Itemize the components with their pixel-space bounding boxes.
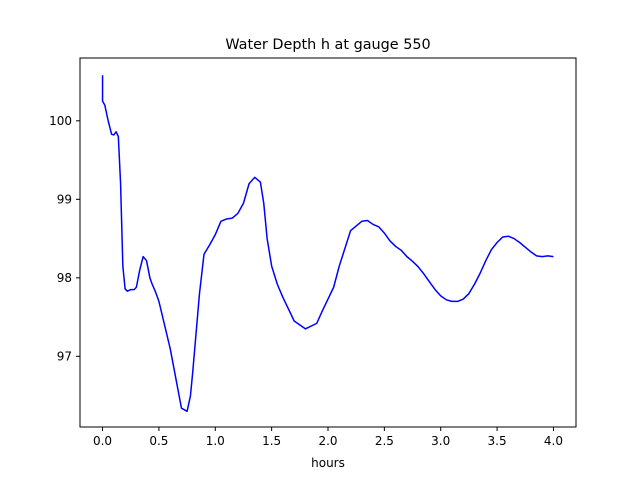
y-tick-label: 97 bbox=[57, 349, 72, 363]
chart-title: Water Depth h at gauge 550 bbox=[225, 37, 430, 53]
x-axis-label: hours bbox=[311, 456, 345, 470]
series-layer bbox=[101, 75, 554, 413]
y-tick-label: 100 bbox=[49, 114, 72, 128]
x-tick-label: 0.5 bbox=[149, 434, 168, 448]
y-tick-label: 98 bbox=[57, 271, 72, 285]
x-tick-label: 1.0 bbox=[206, 434, 225, 448]
x-axis: 0.0 0.5 1.0 1.5 2.0 2.5 3.0 3.5 4.0 bbox=[93, 427, 563, 448]
y-tick-label: 99 bbox=[57, 192, 72, 206]
series-line-0 bbox=[101, 75, 554, 413]
x-tick-label: 1.5 bbox=[262, 434, 281, 448]
x-tick-label: 3.5 bbox=[488, 434, 507, 448]
x-tick-label: 2.0 bbox=[318, 434, 337, 448]
y-axis: 97 98 99 100 bbox=[49, 114, 80, 363]
x-tick-label: 4.0 bbox=[544, 434, 563, 448]
x-tick-label: 0.0 bbox=[93, 434, 112, 448]
x-tick-label: 3.0 bbox=[431, 434, 450, 448]
x-tick-label: 2.5 bbox=[375, 434, 394, 448]
